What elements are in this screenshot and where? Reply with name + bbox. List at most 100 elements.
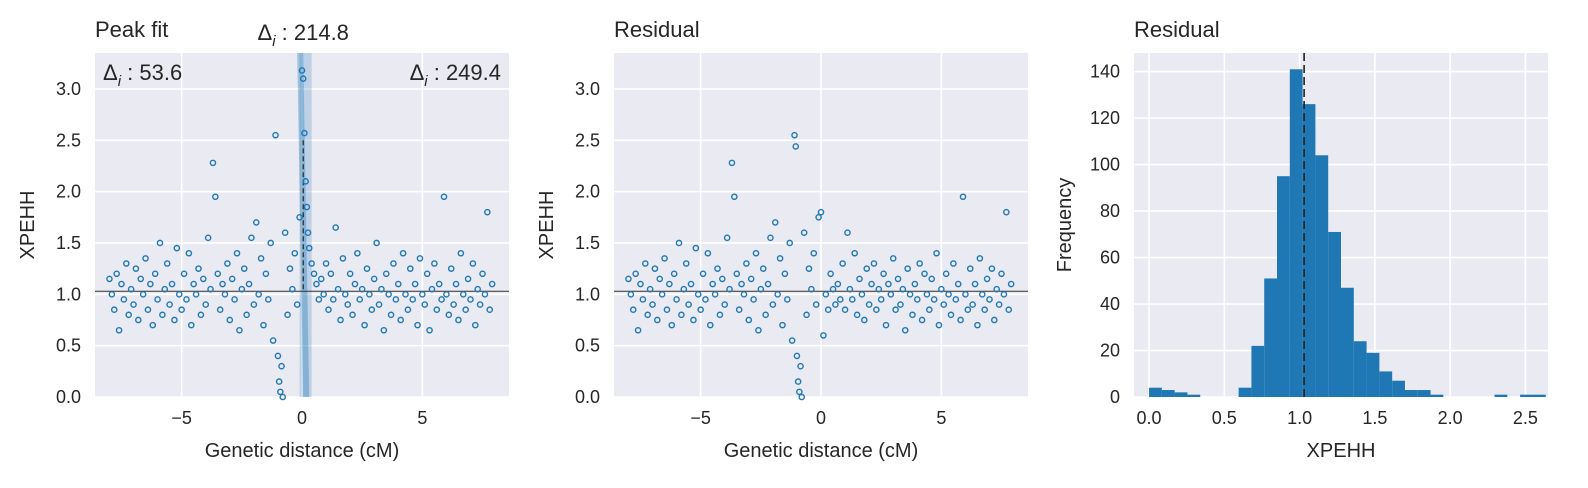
data-point [877, 296, 885, 303]
data-point [484, 208, 491, 216]
histogram-bar [1520, 394, 1533, 397]
data-point [776, 255, 784, 262]
y-axis-label: XPEHH [536, 191, 558, 260]
data-point [678, 311, 685, 319]
data-point [853, 311, 861, 319]
data-point [392, 296, 400, 303]
data-point [358, 285, 366, 293]
data-point [743, 260, 750, 267]
data-point [991, 316, 998, 324]
data-point [629, 306, 637, 314]
data-point [334, 285, 342, 293]
data-point [755, 326, 762, 334]
histogram-bar [1289, 69, 1303, 398]
data-point [269, 337, 277, 344]
histogram-bar [1277, 176, 1290, 397]
y-tick-label: 0.5 [575, 336, 600, 356]
data-point [479, 270, 486, 278]
data-point [419, 291, 426, 298]
data-point [793, 352, 801, 360]
data-point [416, 255, 424, 262]
data-point [219, 280, 226, 288]
data-point [832, 301, 839, 308]
x-tick-label: 5 [936, 408, 946, 428]
data-point [320, 291, 327, 298]
data-point [440, 193, 448, 201]
data-point [187, 321, 195, 329]
data-point [704, 249, 712, 257]
y-tick-label: 100 [1090, 155, 1120, 175]
data-point [325, 306, 332, 314]
data-point [469, 260, 477, 267]
delta-annotation: Δi : 214.8 [257, 20, 348, 50]
data-point [788, 337, 796, 344]
data-point [974, 321, 981, 329]
data-point [308, 260, 315, 267]
data-point [279, 393, 287, 401]
data-point [289, 285, 296, 293]
data-point [957, 316, 964, 324]
data-point [740, 291, 748, 298]
data-point [120, 296, 128, 303]
data-point [313, 280, 320, 288]
delta-annotation: Δi : 53.6 [103, 60, 182, 90]
data-point [375, 301, 383, 308]
data-point [637, 280, 644, 288]
histogram-bar [1187, 394, 1201, 397]
histogram-bar [1417, 390, 1431, 397]
data-point [450, 301, 457, 308]
data-point [913, 296, 921, 303]
data-point [723, 234, 731, 242]
data-point [827, 270, 834, 278]
histogram-bar [1161, 390, 1175, 397]
data-point [472, 321, 479, 329]
data-point [349, 311, 356, 319]
data-point [892, 306, 899, 314]
data-point [315, 296, 323, 303]
data-point [171, 316, 178, 324]
data-point [889, 255, 897, 262]
data-point [286, 265, 294, 272]
data-point [918, 316, 926, 324]
data-point [257, 255, 265, 262]
data-point [668, 321, 676, 329]
data-point [106, 275, 113, 283]
data-point [151, 270, 159, 278]
x-tick-label: 2.5 [1513, 408, 1538, 428]
data-point [275, 378, 283, 385]
peak-band [299, 53, 312, 397]
y-tick-label: 1.5 [575, 233, 600, 253]
data-point [260, 321, 267, 329]
data-point [933, 249, 940, 257]
data-point [385, 291, 392, 298]
histogram-bar [1353, 341, 1367, 397]
data-point [135, 316, 142, 324]
data-point [666, 280, 673, 288]
data-point [351, 280, 359, 288]
data-point [950, 260, 957, 267]
data-point [407, 265, 414, 272]
panel-title: Peak fit [95, 17, 168, 42]
data-point [856, 275, 863, 283]
x-tick-label: 1.0 [1287, 408, 1312, 428]
data-point [236, 326, 243, 334]
data-point [685, 301, 692, 308]
data-point [764, 280, 772, 288]
y-tick-label: 0 [1110, 387, 1120, 407]
x-tick-label: −5 [171, 408, 192, 428]
data-point [899, 285, 907, 293]
data-point [699, 270, 707, 278]
data-point [447, 265, 455, 272]
data-point [844, 229, 851, 237]
y-tick-label: 2.5 [575, 130, 600, 150]
data-point [368, 306, 376, 314]
data-point [110, 306, 118, 314]
data-point [774, 291, 781, 298]
data-point [757, 285, 765, 293]
y-tick-label: 2.5 [56, 130, 81, 150]
data-point [233, 249, 241, 257]
data-point [634, 326, 642, 334]
data-point [445, 311, 453, 319]
histogram-bar [1430, 394, 1444, 397]
